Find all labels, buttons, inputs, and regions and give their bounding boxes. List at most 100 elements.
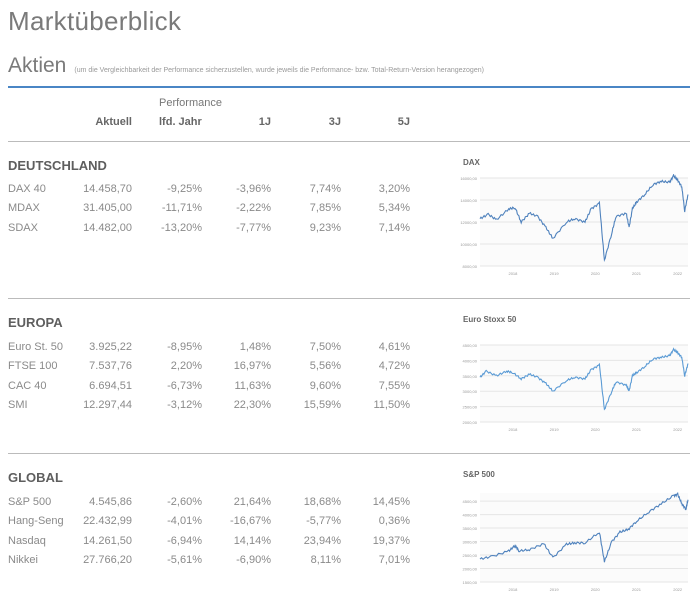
table-row: CAC 40 6.694,51 -6,73% 11,63% 9,60% 7,55% bbox=[8, 380, 418, 398]
cell-5j: 4,61% bbox=[378, 341, 410, 353]
index-name: Hang-Seng bbox=[8, 515, 64, 528]
index-name: FTSE 100 bbox=[8, 360, 58, 373]
cell-1j: 14,14% bbox=[233, 534, 271, 547]
cell-1j: 22,30% bbox=[233, 399, 271, 412]
x-tick-label: 2022 bbox=[673, 587, 683, 592]
cell-3j: -5,77% bbox=[306, 515, 341, 528]
section-note: (um die Vergleichbarkeit der Performance… bbox=[74, 67, 484, 74]
y-tick-label: 2500,00 bbox=[463, 405, 478, 410]
cell-aktuell: 14.482,00 bbox=[83, 221, 132, 234]
cell-5j: 5,34% bbox=[378, 202, 410, 215]
y-tick-label: 3500,00 bbox=[463, 526, 478, 531]
x-tick-label: 2020 bbox=[591, 271, 601, 276]
x-tick-label: 2019 bbox=[550, 427, 560, 432]
y-tick-label: 4000,00 bbox=[463, 358, 478, 363]
y-tick-label: 4000,00 bbox=[463, 513, 478, 518]
x-tick-label: 2018 bbox=[508, 427, 518, 432]
y-tick-label: 3000,00 bbox=[463, 389, 478, 394]
y-tick-label: 1500,00 bbox=[463, 580, 478, 585]
y-tick-label: 2500,00 bbox=[463, 553, 478, 558]
table-row: Hang-Seng 22.432,99 -4,01% -16,67% -5,77% 0,3… bbox=[8, 515, 418, 533]
cell-1j: -3,96% bbox=[236, 183, 271, 195]
index-name: MDAX bbox=[8, 202, 40, 215]
cell-3j: 7,74% bbox=[309, 183, 341, 195]
section-title: Aktien (um die Vergleichbarkeit der Perfo… bbox=[8, 54, 484, 78]
cell-lfd-jahr: -11,71% bbox=[161, 202, 202, 215]
cell-lfd-jahr: -9,25% bbox=[167, 183, 202, 195]
y-tick-label: 4500,00 bbox=[463, 499, 478, 504]
line-chart: 1500,00 2000,00 2500,00 3000,00 3500,00 4000,… bbox=[463, 491, 689, 592]
y-tick-label: 8000,00 bbox=[463, 264, 478, 269]
index-name: Euro St. 50 bbox=[8, 341, 64, 353]
index-name: Nikkei bbox=[8, 554, 38, 567]
cell-3j: 9,23% bbox=[309, 221, 341, 234]
y-tick-label: 14000,00 bbox=[460, 198, 477, 203]
x-tick-label: 2018 bbox=[508, 587, 518, 592]
cell-3j: 7,85% bbox=[309, 202, 341, 215]
cell-aktuell: 14.261,50 bbox=[83, 534, 132, 547]
series-line bbox=[479, 347, 689, 411]
table-row: MDAX 31.405,00 -11,71% -2,22% 7,85% 5,34% bbox=[8, 202, 418, 220]
cell-1j: -6,90% bbox=[236, 554, 271, 567]
section-divider bbox=[8, 86, 690, 88]
plot-area bbox=[480, 493, 688, 582]
cell-5j: 7,01% bbox=[378, 554, 410, 567]
cell-1j: -2,22% bbox=[236, 202, 271, 215]
cell-lfd-jahr: -13,20% bbox=[161, 221, 202, 234]
x-tick-label: 2021 bbox=[632, 427, 642, 432]
index-name: S&P 500 bbox=[8, 496, 52, 508]
y-tick-label: 3500,00 bbox=[463, 374, 478, 379]
col-1j: 1J bbox=[258, 116, 271, 128]
cell-1j: 21,64% bbox=[233, 496, 271, 508]
chart-title: Euro Stoxx 50 bbox=[463, 315, 517, 324]
table-row: SMI 12.297,44 -3,12% 22,30% 15,59% 11,50% bbox=[8, 399, 418, 417]
group-divider bbox=[8, 298, 690, 299]
index-name: Nasdaq bbox=[8, 534, 46, 547]
cell-1j: 16,97% bbox=[233, 360, 271, 373]
col-3j: 3J bbox=[328, 116, 341, 128]
index-name: SDAX bbox=[8, 221, 38, 234]
cell-lfd-jahr: -6,94% bbox=[167, 534, 202, 547]
cell-aktuell: 3.925,22 bbox=[89, 341, 132, 353]
group-title: GLOBAL bbox=[8, 470, 63, 485]
table-row: SDAX 14.482,00 -13,20% -7,77% 9,23% 7,14% bbox=[8, 222, 418, 240]
x-tick-label: 2019 bbox=[550, 271, 560, 276]
y-tick-label: 2000,00 bbox=[463, 567, 478, 572]
table-row: S&P 500 4.545,86 -2,60% 21,64% 18,68% 14,45% bbox=[8, 496, 418, 514]
cell-3j: 5,56% bbox=[309, 360, 341, 373]
performance-header: Performance bbox=[159, 97, 222, 109]
x-tick-label: 2020 bbox=[591, 427, 601, 432]
cell-5j: 14,45% bbox=[372, 496, 410, 508]
cell-aktuell: 14.458,70 bbox=[83, 183, 132, 195]
header-divider bbox=[8, 141, 690, 142]
cell-lfd-jahr: -2,60% bbox=[167, 496, 202, 508]
cell-3j: 15,59% bbox=[303, 399, 341, 412]
y-tick-label: 2000,00 bbox=[463, 420, 478, 425]
group-title: EUROPA bbox=[8, 315, 63, 330]
series-line bbox=[479, 174, 689, 263]
table-row: FTSE 100 7.537,76 2,20% 16,97% 5,56% 4,72% bbox=[8, 360, 418, 378]
index-name: SMI bbox=[8, 399, 28, 412]
index-name: CAC 40 bbox=[8, 379, 47, 392]
plot-area bbox=[480, 345, 688, 422]
cell-aktuell: 4.545,86 bbox=[89, 496, 132, 508]
cell-lfd-jahr: -6,73% bbox=[167, 379, 202, 392]
x-tick-label: 2022 bbox=[673, 271, 683, 276]
col-5j: 5J bbox=[397, 116, 410, 128]
cell-5j: 3,20% bbox=[378, 183, 410, 195]
y-tick-label: 12000,00 bbox=[460, 220, 477, 225]
cell-aktuell: 22.432,99 bbox=[83, 515, 132, 528]
cell-1j: -7,77% bbox=[236, 221, 271, 234]
chart-title: S&P 500 bbox=[463, 470, 495, 479]
x-tick-label: 2021 bbox=[632, 587, 642, 592]
line-chart: 8000,00 10000,00 12000,00 14000,00 16000,00 2… bbox=[460, 174, 689, 276]
cell-1j: 11,63% bbox=[234, 379, 272, 392]
table-row: DAX 40 14.458,70 -9,25% -3,96% 7,74% 3,20% bbox=[8, 183, 418, 201]
cell-aktuell: 31.405,00 bbox=[83, 202, 132, 215]
x-tick-label: 2021 bbox=[632, 271, 642, 276]
cell-3j: 8,11% bbox=[310, 554, 341, 567]
line-chart: 2000,00 2500,00 3000,00 3500,00 4000,00 4500,… bbox=[463, 343, 689, 432]
cell-aktuell: 7.537,76 bbox=[89, 360, 132, 373]
y-tick-label: 3000,00 bbox=[463, 540, 478, 545]
cell-3j: 18,68% bbox=[303, 496, 341, 508]
